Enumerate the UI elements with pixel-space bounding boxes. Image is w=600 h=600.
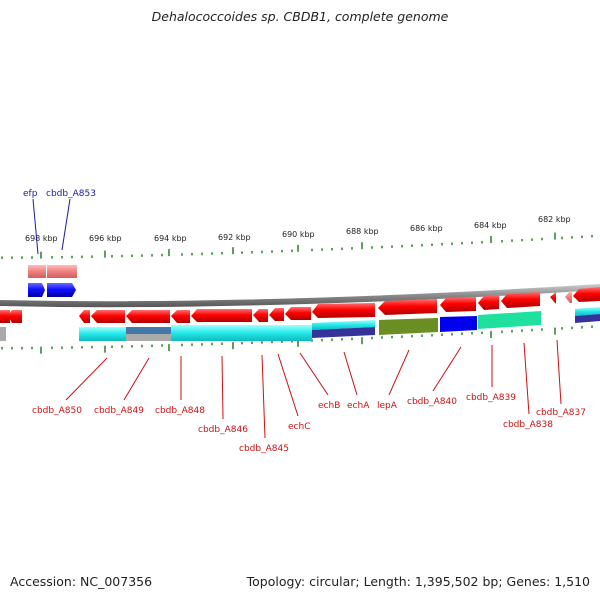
label-echA: echA xyxy=(347,401,370,411)
cds-block-blue xyxy=(440,316,477,332)
label-cbdb-A848: cbdb_A848 xyxy=(155,406,205,416)
gene-cbdb-A848[interactable] xyxy=(126,310,170,323)
label-cbdb-A837: cbdb_A837 xyxy=(536,408,586,418)
gene-cbdb-A850[interactable] xyxy=(79,310,90,323)
scale-label-696: 696 kbp xyxy=(89,234,122,243)
cds-block-cyan-4 xyxy=(575,307,600,316)
scale-label-690: 690 kbp xyxy=(282,230,315,239)
label-cbdb-A838: cbdb_A838 xyxy=(503,420,553,430)
scale-label-686: 686 kbp xyxy=(410,224,443,233)
scale-label-688: 688 kbp xyxy=(346,227,379,236)
rna-gene-2[interactable] xyxy=(47,265,77,278)
rna-gene-reverse[interactable] xyxy=(565,291,572,303)
scale-label-694: 694 kbp xyxy=(154,234,187,243)
genome-backbone xyxy=(0,284,600,308)
scale-label-682: 682 kbp xyxy=(538,215,571,224)
scale-ticks-upper xyxy=(1,232,593,259)
rna-genes-forward xyxy=(28,265,77,278)
gene-cbdb-A837[interactable] xyxy=(550,292,556,304)
label-cbdb-A850: cbdb_A850 xyxy=(32,406,82,416)
gene-cbdb-A853[interactable] xyxy=(47,283,76,297)
label-efp: efp xyxy=(23,189,38,199)
label-cbdb-A849: cbdb_A849 xyxy=(94,406,144,416)
scale-label-698: 698 kbp xyxy=(25,234,58,243)
gene-cbdb-A845[interactable] xyxy=(253,309,268,322)
gene-cbdb-A840[interactable] xyxy=(440,297,476,312)
label-cbdb-A845: cbdb_A845 xyxy=(239,444,289,454)
cds-block-navy-2 xyxy=(575,314,600,323)
label-lepA: lepA xyxy=(377,401,398,411)
gene-left-edge-2[interactable] xyxy=(8,310,22,323)
gene-cbdb-A849[interactable] xyxy=(91,310,125,323)
rna-gene-1[interactable] xyxy=(28,265,46,278)
label-cbdb-A839: cbdb_A839 xyxy=(466,393,516,403)
gene-cbdb-A846[interactable] xyxy=(191,309,252,322)
gene-lepA[interactable] xyxy=(378,299,437,315)
map-title: Dehalococcoides sp. CBDB1, complete geno… xyxy=(151,9,449,24)
gene-cbdb-A847[interactable] xyxy=(171,310,190,323)
accession-text: Accession: NC_007356 xyxy=(10,574,153,589)
gene-cbdb-A838[interactable] xyxy=(501,292,540,308)
cds-block-teal xyxy=(478,311,541,329)
reverse-genes xyxy=(0,287,600,323)
label-echB: echB xyxy=(318,401,340,411)
label-cbdb-A840: cbdb_A840 xyxy=(407,397,457,407)
gene-cbdb-A839[interactable] xyxy=(478,295,499,310)
cds-block-left xyxy=(0,327,6,341)
cds-block-navy-1 xyxy=(312,327,375,338)
scale-label-684: 684 kbp xyxy=(474,221,507,230)
label-cbdb-A853: cbdb_A853 xyxy=(46,189,96,199)
cds-block-gray xyxy=(126,334,171,341)
gene-echA[interactable] xyxy=(312,303,375,318)
genome-summary-text: Topology: circular; Length: 1,395,502 bp… xyxy=(246,574,590,589)
cds-block-green xyxy=(379,318,438,335)
forward-genes xyxy=(28,283,76,297)
label-cbdb-A846: cbdb_A846 xyxy=(198,425,248,435)
gene-left-edge-1[interactable] xyxy=(0,310,10,323)
gene-echC[interactable] xyxy=(269,308,284,321)
label-echC: echC xyxy=(288,422,310,432)
scale-label-692: 692 kbp xyxy=(218,233,251,242)
cds-block-cyan-3 xyxy=(312,320,375,330)
gene-efp[interactable] xyxy=(28,283,45,297)
cds-block-cyan-2 xyxy=(171,325,312,341)
top-callouts xyxy=(32,198,71,255)
cds-block-cyan-1 xyxy=(79,327,126,341)
cds-track xyxy=(0,307,600,341)
gene-right-edge[interactable] xyxy=(573,287,600,302)
gene-echB[interactable] xyxy=(285,307,311,320)
bottom-callouts xyxy=(65,339,562,439)
